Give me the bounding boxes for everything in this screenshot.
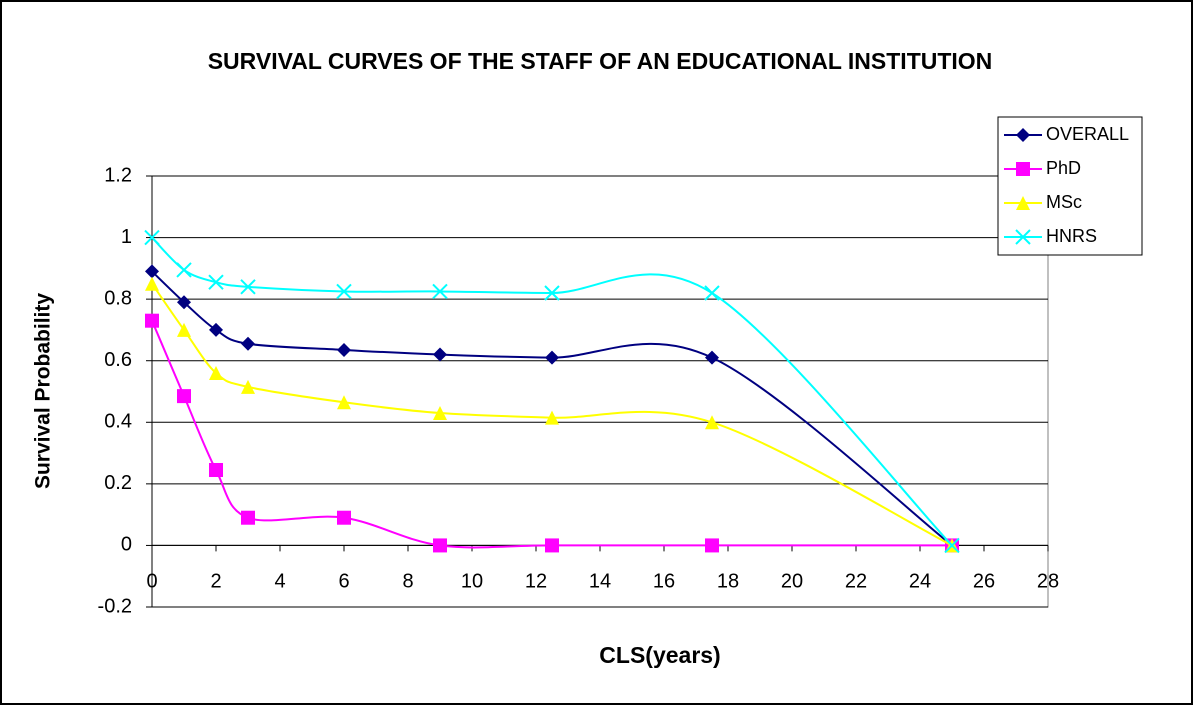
marker	[145, 313, 159, 328]
x-tick-label: 2	[210, 571, 221, 593]
marker	[336, 283, 352, 300]
x-tick-label: 10	[461, 571, 483, 593]
y-tick-label: 0.4	[104, 411, 132, 433]
marker	[209, 322, 223, 337]
marker	[705, 415, 719, 430]
marker	[337, 510, 351, 525]
y-tick-label: 1.2	[104, 164, 132, 186]
marker	[1016, 196, 1030, 210]
legend-label: PhD	[1046, 158, 1081, 178]
marker	[241, 379, 255, 394]
x-tick-label: 16	[653, 571, 675, 593]
marker	[705, 350, 719, 365]
marker	[209, 463, 223, 478]
marker	[433, 347, 447, 362]
marker	[544, 285, 560, 301]
y-tick-label: -0.2	[98, 595, 132, 617]
marker	[177, 295, 191, 310]
marker	[433, 406, 447, 421]
marker	[1016, 128, 1030, 142]
y-tick-label: 0	[121, 534, 132, 556]
marker	[241, 510, 255, 525]
marker	[1016, 162, 1030, 176]
marker	[241, 336, 255, 351]
marker	[145, 264, 159, 279]
marker	[240, 279, 256, 295]
marker	[208, 274, 224, 290]
x-tick-label: 6	[338, 571, 349, 593]
legend-label: MSc	[1046, 192, 1082, 212]
x-tick-label: 22	[845, 571, 867, 593]
marker	[176, 262, 192, 278]
plot-area	[151, 175, 1049, 608]
legend-label: OVERALL	[1046, 124, 1129, 144]
marker	[337, 395, 351, 410]
legend-label: HNRS	[1046, 226, 1097, 246]
x-tick-label: 26	[973, 571, 995, 593]
x-tick-label: 18	[717, 571, 739, 593]
marker	[432, 283, 448, 300]
marker	[337, 342, 351, 357]
marker	[433, 538, 447, 553]
x-tick-label: 20	[781, 571, 803, 593]
marker	[1015, 229, 1031, 245]
series-line	[151, 270, 953, 547]
marker	[704, 285, 720, 301]
y-tick-label: 0.2	[104, 472, 132, 494]
x-tick-label: 28	[1037, 571, 1059, 593]
marker	[944, 537, 960, 554]
x-axis-label: CLS(years)	[599, 642, 720, 668]
marker	[545, 410, 559, 425]
x-tick-label: 14	[589, 571, 611, 593]
x-tick-label: 24	[909, 571, 931, 593]
x-tick-label: 4	[274, 571, 285, 593]
y-axis-label: Survival Probability	[32, 293, 55, 489]
y-tick-label: 0.8	[104, 287, 132, 309]
marker	[545, 538, 559, 553]
series-line	[151, 283, 953, 547]
marker	[209, 366, 223, 381]
y-tick-label: 1	[121, 226, 132, 248]
series-line	[151, 236, 953, 547]
marker	[177, 389, 191, 404]
x-tick-label: 8	[402, 571, 413, 593]
marker	[144, 229, 160, 246]
marker	[145, 276, 159, 291]
y-tick-label: 0.6	[104, 349, 132, 371]
marker	[177, 322, 191, 337]
marker	[705, 538, 719, 553]
marker	[545, 350, 559, 365]
x-tick-label: 12	[525, 571, 547, 593]
chart-title: SURVIVAL CURVES OF THE STAFF OF AN EDUCA…	[207, 48, 993, 74]
